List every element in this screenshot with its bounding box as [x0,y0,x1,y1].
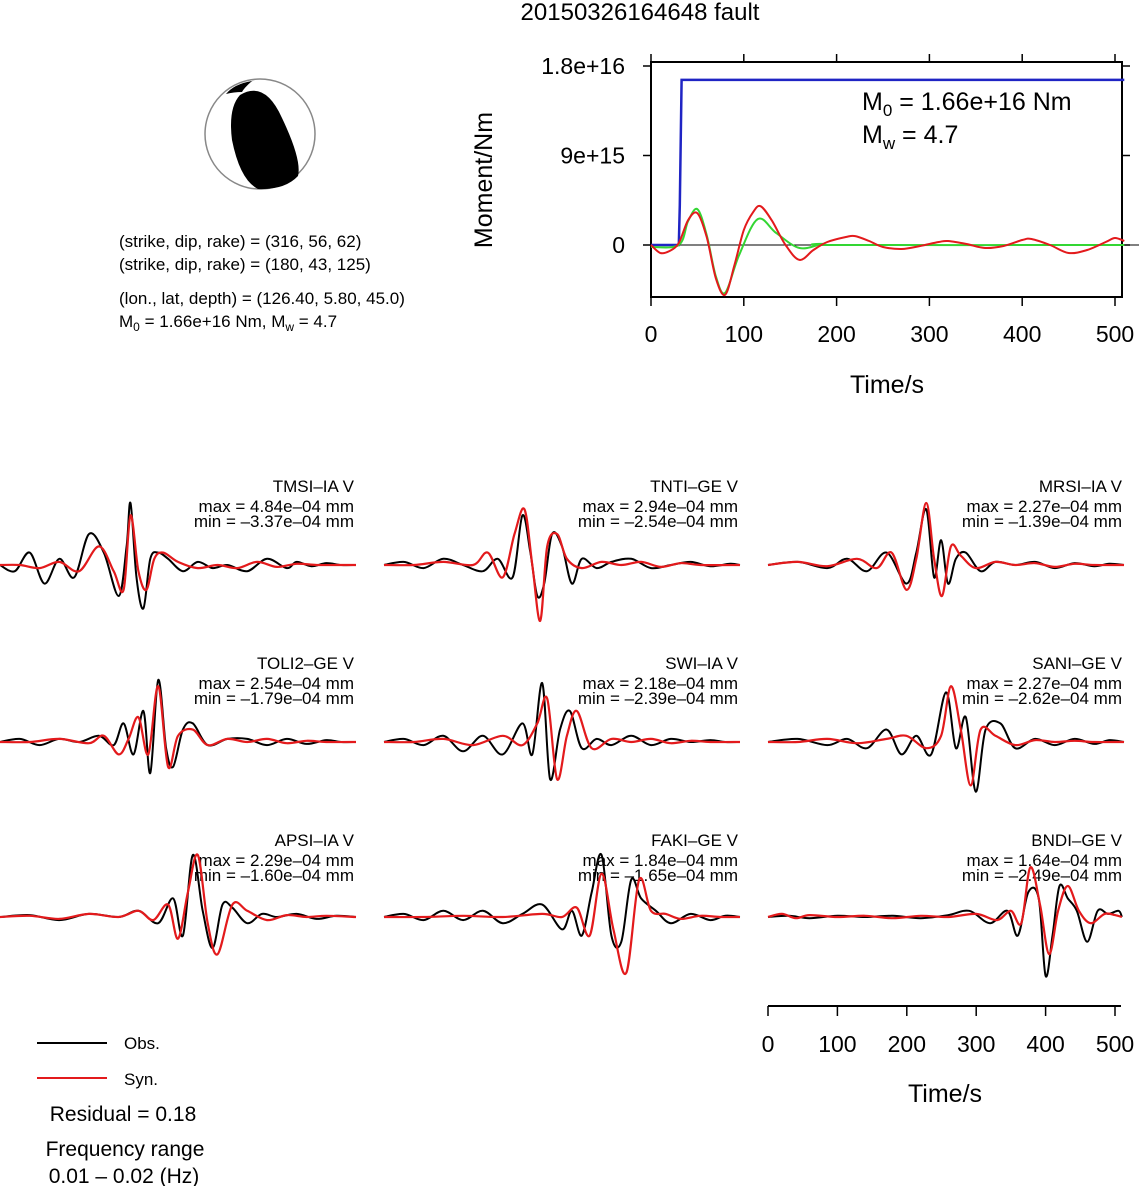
station-min: min = –3.37e–04 mm [194,512,354,531]
moment-series-line [650,204,1125,297]
moment-ytick-label: 0 [612,232,625,258]
waveform-xtick-label: 0 [762,1031,775,1057]
moment-xtick-label: 0 [645,321,658,347]
waveform-xtick-label: 200 [888,1031,926,1057]
beachball-main-quadrant [231,90,299,190]
synthetic-trace [0,685,357,770]
station-max: max = 4.84e–04 mm [199,497,354,516]
station-min: min = –2.62e–04 mm [962,689,1122,708]
station-name: FAKI–GE V [651,831,739,850]
waveform-xtick-label: 300 [957,1031,995,1057]
frequency-range-value: 0.01 – 0.02 (Hz) [49,1165,200,1186]
station-max: max = 2.18e–04 mm [583,674,738,693]
waveform-xtick-label: 500 [1096,1031,1134,1057]
moment-xtick-label: 500 [1096,321,1134,347]
observed-trace [383,852,741,949]
station-min: min = –2.54e–04 mm [578,512,738,531]
moment-ylabel: Moment/Nm [470,112,498,248]
plane1-text: (strike, dip, rake) = (316, 56, 62) [119,232,361,251]
legend-syn-label: Syn. [124,1070,158,1089]
waveform-time-axis: 0 100 200 300 400 500 Time/s [762,1005,1134,1108]
figure-title: 20150326164648 fault [521,0,760,26]
synthetic-trace [383,695,741,781]
synthetic-trace [767,685,1125,787]
moment-annotation-m0: M0 = 1.66e+16 Nm [862,88,1072,120]
station-name: TMSI–IA V [273,477,355,496]
station-max: max = 2.27e–04 mm [967,497,1122,516]
station-min: min = –2.39e–04 mm [578,689,738,708]
magnitude-text: M0 = 1.66e+16 Nm, Mw = 4.7 [119,312,337,334]
moment-xtick-label: 400 [1003,321,1041,347]
synthetic-trace [767,501,1125,598]
moment-ytick-label: 9e+15 [560,143,625,169]
station-name: SWI–IA V [665,654,738,673]
synthetic-trace [383,507,741,622]
residual-text: Residual = 0.18 [50,1103,197,1126]
station-min: min = –2.49e–04 mm [962,866,1122,885]
moment-rate-plot: 0 100 200 300 400 500 1.8e+16 9e+15 0 Time/s Mo… [470,53,1139,399]
beachball-small-quadrant [226,81,252,94]
station-min: min = –1.39e–04 mm [962,512,1122,531]
station-max: max = 1.64e–04 mm [967,851,1122,870]
station-max: max = 1.84e–04 mm [583,851,738,870]
station-name: TOLI2–GE V [257,654,355,673]
moment-series-line [650,207,1125,295]
station-min: min = –1.79e–04 mm [194,689,354,708]
station-min: min = –1.65e–04 mm [578,866,738,885]
frequency-range-title: Frequency range [46,1138,205,1161]
station-max: max = 2.94e–04 mm [583,497,738,516]
station-name: SANI–GE V [1032,654,1122,673]
station-max: max = 2.29e–04 mm [199,851,354,870]
station-min: min = –1.60e–04 mm [194,866,354,885]
synthetic-trace [767,866,1123,956]
observed-trace [383,682,741,781]
plane2-text: (strike, dip, rake) = (180, 43, 125) [119,255,371,274]
station-max: max = 2.54e–04 mm [199,674,354,693]
waveform-xlabel: Time/s [908,1080,982,1108]
waveform-xtick-label: 400 [1026,1031,1064,1057]
synthetic-trace [0,853,357,956]
station-name: APSI–IA V [275,831,355,850]
station-name: MRSI–IA V [1039,477,1123,496]
station-name: BNDI–GE V [1031,831,1122,850]
legend: Obs. Syn. [37,1034,160,1089]
synthetic-trace [0,514,356,594]
moment-series-line [651,78,1125,247]
station-name: TNTI–GE V [650,477,739,496]
moment-xtick-label: 300 [910,321,948,347]
station-max: max = 2.27e–04 mm [967,674,1122,693]
synthetic-trace [383,872,741,976]
moment-annotation-mw: Mw = 4.7 [862,121,958,153]
focal-mechanism-beachball [204,78,316,190]
observed-trace [767,883,1123,978]
waveform-xtick-label: 100 [818,1031,856,1057]
moment-xtick-label: 200 [817,321,855,347]
legend-obs-label: Obs. [124,1034,160,1053]
moment-ytick-label: 1.8e+16 [541,53,625,79]
moment-xtick-label: 100 [725,321,763,347]
moment-xlabel: Time/s [850,371,924,399]
moment-plot-frame [650,61,1123,298]
location-text: (lon., lat, depth) = (126.40, 5.80, 45.0… [119,289,405,308]
